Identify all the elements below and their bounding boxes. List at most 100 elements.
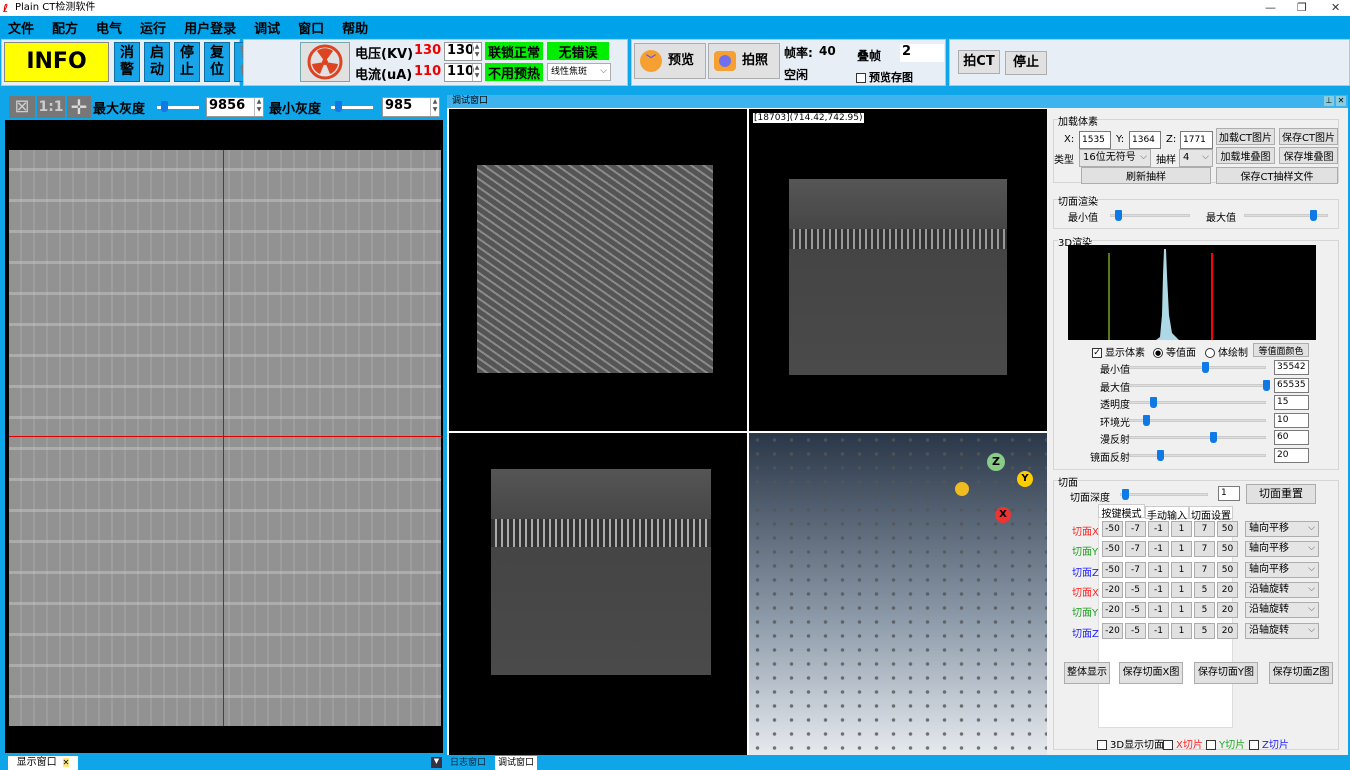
render-slider[interactable] (1129, 362, 1266, 373)
slice-step-button[interactable]: 7 (1194, 561, 1215, 578)
slice-step-button[interactable]: -1 (1148, 581, 1169, 598)
slice-step-button[interactable]: 5 (1194, 581, 1215, 598)
x-input[interactable]: 1535 (1079, 131, 1111, 149)
save-sample-file-button[interactable]: 保存CT抽样文件 (1216, 167, 1338, 184)
depth-slider[interactable] (1120, 489, 1208, 500)
minimize-button[interactable]: — (1265, 1, 1276, 14)
save-slice-z-button[interactable]: 保存切面Z图 (1269, 662, 1333, 684)
pin-icon[interactable]: ⊥ (1324, 96, 1334, 106)
slice-step-button[interactable]: -50 (1102, 521, 1123, 537)
radio[interactable] (1205, 348, 1215, 358)
checkbox[interactable] (856, 73, 866, 83)
min-gray-slider[interactable] (331, 101, 373, 112)
slider-thumb[interactable] (335, 101, 342, 112)
slice-step-button[interactable]: -1 (1148, 561, 1169, 578)
slice-step-button[interactable]: -50 (1102, 541, 1123, 558)
slice-step-button[interactable]: 20 (1217, 602, 1238, 619)
spinner[interactable]: ▲ ▼ (430, 98, 439, 116)
slice-step-button[interactable]: -20 (1102, 581, 1123, 598)
current-spinner[interactable]: ▲ ▼ (472, 64, 481, 81)
slice-reset-button[interactable]: 切面重置 (1246, 484, 1316, 504)
whole-display-button[interactable]: 整体显示 (1064, 662, 1110, 684)
fit-icon[interactable]: ⊠ (9, 96, 35, 118)
slice-step-button[interactable]: -7 (1125, 521, 1146, 537)
iso-radio[interactable]: ● 等值面 (1153, 344, 1196, 359)
xray-button[interactable] (300, 42, 350, 82)
tab-display-window[interactable]: 显示窗口 ✕ (8, 756, 78, 770)
menu-debug[interactable]: 调试 (254, 21, 281, 37)
depth-input[interactable]: 1 (1218, 486, 1240, 501)
slider-thumb[interactable] (161, 101, 168, 112)
max-threshold-line[interactable] (1211, 253, 1213, 340)
slice-view-x[interactable]: [18703](714.42,742.95) (749, 109, 1047, 431)
render-slider-value[interactable]: 15 (1274, 395, 1309, 410)
tab-log-window[interactable]: 日志窗口 (450, 758, 487, 768)
render-slider-value[interactable]: 10 (1274, 412, 1309, 428)
render-slider-value[interactable]: 35542 (1274, 360, 1309, 375)
slice-step-button[interactable]: 1 (1171, 521, 1192, 537)
slice-step-button[interactable]: 20 (1217, 581, 1238, 598)
slice-step-button[interactable]: -1 (1148, 622, 1169, 639)
slice-step-button[interactable]: -7 (1125, 541, 1146, 558)
ct-stop-button[interactable]: 停止 (1005, 51, 1047, 75)
menu-window[interactable]: 窗口 (298, 21, 325, 37)
slice-step-button[interactable]: 7 (1194, 541, 1215, 558)
render-slider-thumb[interactable] (1202, 362, 1209, 373)
render-slider[interactable] (1129, 449, 1266, 461)
slice-min-thumb[interactable] (1115, 210, 1122, 221)
slice-step-button[interactable]: -1 (1148, 521, 1169, 537)
min-threshold-line[interactable] (1108, 253, 1110, 340)
show-voxel-checkbox[interactable]: ✓ 显示体素 (1092, 344, 1145, 359)
slice-mode-select[interactable]: 沿轴旋转 (1245, 581, 1319, 598)
max-gray-slider[interactable] (157, 101, 199, 112)
menu-recipe[interactable]: 配方 (52, 21, 79, 37)
chk-y-slice[interactable]: Y切片 (1206, 736, 1245, 751)
menu-login[interactable]: 用户登录 (184, 21, 237, 37)
z-input[interactable]: 1771 (1180, 131, 1213, 149)
actual-size-button[interactable]: 1:1 (37, 96, 65, 118)
checkbox[interactable] (1097, 740, 1107, 750)
ct-scan-button[interactable]: 拍CT (958, 50, 1000, 74)
stop-button[interactable]: 停止 (174, 42, 200, 82)
refresh-sample-button[interactable]: 刷新抽样 (1081, 167, 1211, 184)
render-slider-value[interactable]: 20 (1274, 447, 1309, 463)
preview-button[interactable]: ﹀ 预览 (634, 43, 706, 79)
tab-slice-settings[interactable]: 切面设置 (1189, 506, 1233, 522)
voltage-input[interactable]: 130 ▲ ▼ (444, 42, 482, 61)
slice-step-button[interactable]: 50 (1217, 541, 1238, 558)
render-slider-value[interactable]: 60 (1274, 430, 1309, 445)
slice-step-button[interactable]: 50 (1217, 561, 1238, 578)
tab-debug-window[interactable]: 调试窗口 (495, 756, 537, 770)
start-button[interactable]: 启动 (144, 42, 170, 82)
type-select[interactable]: 16位无符号 (1079, 149, 1151, 167)
sample-select[interactable]: 4 (1179, 149, 1213, 167)
render-slider[interactable] (1129, 432, 1266, 443)
tab-key-mode[interactable]: 按键模式 (1098, 504, 1145, 520)
crosshair-icon[interactable]: ✛ (67, 96, 91, 118)
checkbox-checked[interactable]: ✓ (1092, 348, 1102, 358)
slice-view-z[interactable] (449, 109, 747, 431)
current-input[interactable]: 110 ▲ ▼ (444, 63, 482, 82)
min-gray-input[interactable]: 985 ▲ ▼ (382, 97, 440, 117)
save-ct-button[interactable]: 保存CT图片 (1279, 128, 1338, 145)
stack-input[interactable]: 2 (900, 44, 944, 62)
menu-file[interactable]: 文件 (8, 21, 35, 37)
render-slider[interactable] (1129, 397, 1266, 408)
render-slider-thumb[interactable] (1150, 397, 1157, 408)
menu-electrical[interactable]: 电气 (96, 21, 123, 37)
close-button[interactable]: ✕ (1331, 1, 1341, 14)
voltage-spinner[interactable]: ▲ ▼ (472, 43, 481, 60)
maximize-button[interactable]: ❐ (1297, 1, 1307, 14)
iso-color-button[interactable]: 等值面颜色 (1253, 343, 1309, 357)
checkbox[interactable] (1206, 740, 1216, 750)
slice-step-button[interactable]: 1 (1171, 581, 1192, 598)
max-gray-input[interactable]: 9856 ▲ ▼ (206, 97, 264, 117)
slice-max-thumb[interactable] (1310, 210, 1317, 221)
slice-step-button[interactable]: -5 (1125, 622, 1146, 639)
checkbox[interactable] (1249, 740, 1259, 750)
slice-step-button[interactable]: -20 (1102, 602, 1123, 619)
slice-step-button[interactable]: 20 (1217, 622, 1238, 639)
slice-step-button[interactable]: -7 (1125, 561, 1146, 578)
slice-view-y[interactable] (449, 433, 747, 755)
chk-3d-slice[interactable]: 3D显示切面 (1097, 736, 1164, 751)
